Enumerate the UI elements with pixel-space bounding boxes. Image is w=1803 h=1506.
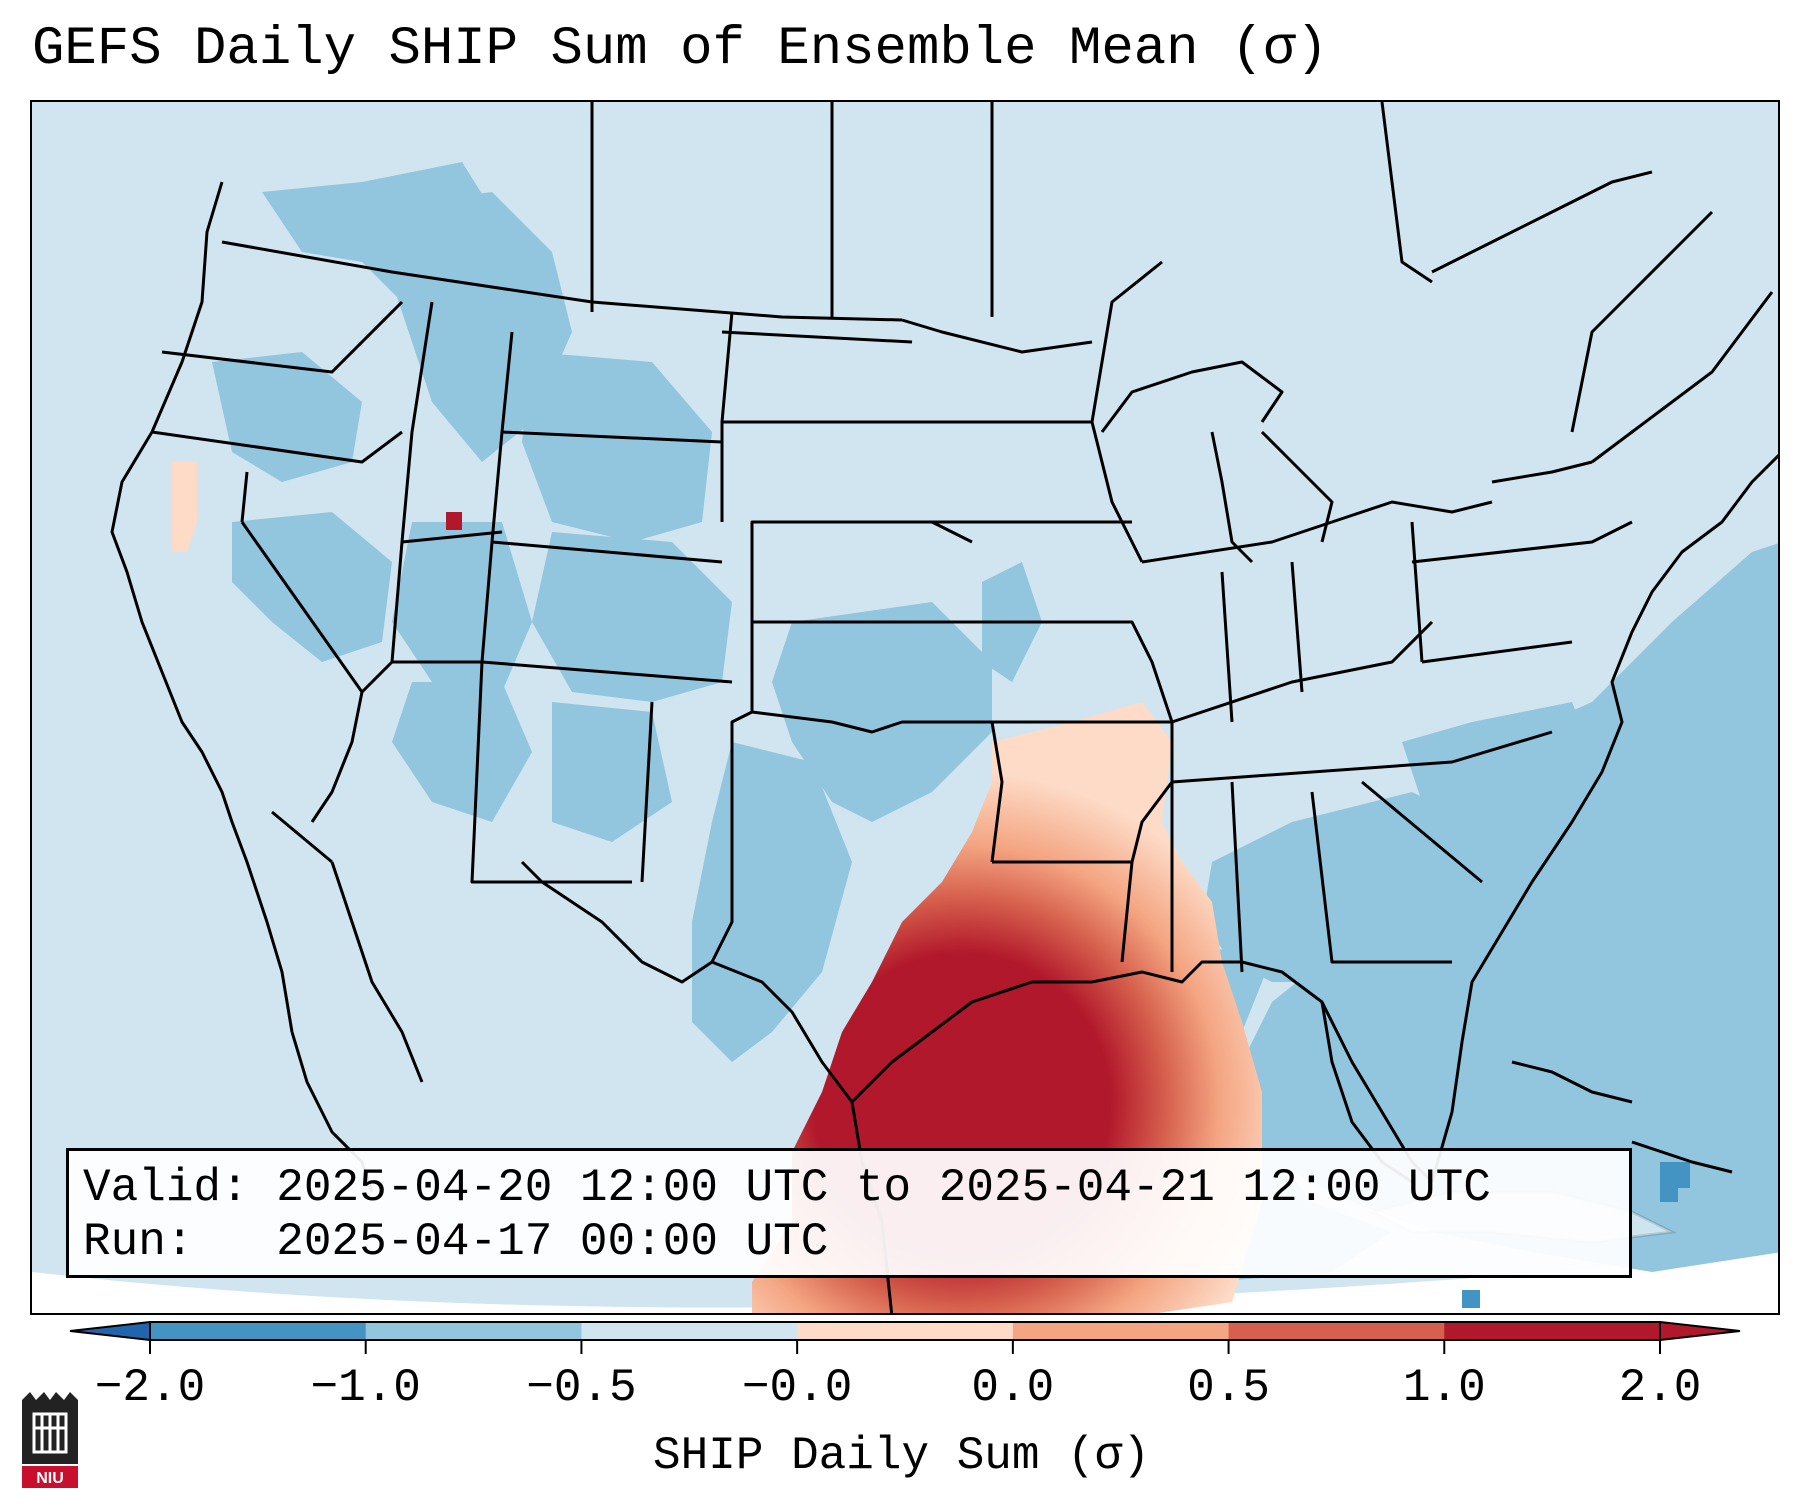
run-value: 2025-04-17 00:00 UTC [276, 1216, 829, 1268]
colorado-blob [532, 532, 732, 702]
sc-border [1361, 780, 1483, 884]
colorbar-label: SHIP Daily Sum (σ) [653, 1430, 1150, 1482]
colorbar-segment [150, 1322, 367, 1340]
indiana-ohio-line [1290, 561, 1304, 693]
illinois-indiana-line [1220, 571, 1234, 723]
washington-oregon [161, 300, 404, 374]
atlantic-coastline [1430, 453, 1778, 1183]
caribbean-dark-pixel-2 [1462, 1290, 1480, 1308]
lake-erie [1331, 500, 1493, 524]
lake-michigan-west [1210, 431, 1254, 564]
california-nevada-diag [240, 521, 364, 693]
pa-north [1411, 520, 1633, 564]
nm-texas-west [640, 701, 654, 883]
idaho-blob [392, 192, 572, 462]
utah-blob [392, 522, 532, 692]
arkansas-louisiana [992, 781, 1174, 864]
iowa-minnesota [932, 420, 1144, 563]
nd-sd-border [721, 330, 913, 344]
oregon-south [151, 430, 403, 464]
colorbar-extend-low [69, 1320, 151, 1342]
bahamas-south [1631, 1140, 1733, 1174]
wisconsin-minnesota [1090, 260, 1163, 423]
colorbar-tick-label: 0.0 [971, 1362, 1055, 1414]
bahamas-islands [1511, 1060, 1633, 1104]
lake-superior [1100, 360, 1284, 433]
lake-ontario [1491, 460, 1593, 484]
southeast-region [1202, 792, 1492, 982]
colorbar-segment [797, 1322, 1014, 1340]
carolina-region [1402, 702, 1592, 802]
valid-label: Valid: [83, 1162, 249, 1214]
colorbar-tick-label: 1.0 [1402, 1362, 1486, 1414]
illinois-indiana [1141, 520, 1333, 564]
texas-border [520, 710, 1004, 984]
idaho-utah [400, 301, 503, 544]
caribbean-dark-pixel [1660, 1184, 1678, 1202]
niu-logo: NIU [22, 1392, 78, 1488]
california-mexico [271, 810, 333, 864]
colorbar-tick-label: 0.5 [1187, 1362, 1270, 1414]
dakotas-west-border [720, 311, 734, 423]
new-england-coast [1591, 291, 1774, 464]
gulf-of-california-east [330, 861, 424, 1083]
colorbar-extend-high [1659, 1320, 1741, 1342]
colorbar-segment [1444, 1322, 1661, 1340]
colorbar-segment [365, 1322, 582, 1340]
california-nevada-north [240, 471, 249, 523]
georgia-border [1310, 791, 1452, 964]
ohio-pa-line [1410, 521, 1424, 663]
gulf-coastline [711, 960, 1434, 1184]
caribbean-dark-pixel-3 [1660, 1162, 1690, 1188]
run-label: Run: [83, 1216, 194, 1268]
colorbar-tick-label: −0.5 [526, 1362, 637, 1414]
utah-red-pixel [446, 512, 462, 530]
alabama-west [1230, 781, 1244, 973]
kansas-oklahoma-blob [772, 602, 992, 822]
quebec-border [1431, 170, 1653, 274]
oregon-blob [212, 352, 362, 482]
tennessee-north [1171, 730, 1553, 784]
colorbar-tick-label: −2.0 [94, 1362, 206, 1414]
st-lawrence [1570, 210, 1714, 433]
canada-border-central [901, 318, 1093, 354]
colorbar-segments [69, 1320, 1741, 1354]
colorbar-tick-label: −0.0 [741, 1362, 853, 1414]
louisiana-mississippi [1120, 861, 1134, 963]
colorbar-tick-label: −1.0 [310, 1362, 421, 1414]
valid-time-box: Valid: 2025-04-20 12:00 UTC to 2025-04-2… [66, 1148, 1632, 1278]
wyoming-blob [522, 352, 712, 542]
pacific-coastline [110, 181, 294, 1033]
arizona-nm [470, 661, 632, 884]
missouri-arkansas [992, 620, 1174, 723]
colorbar-tick-label: 2.0 [1618, 1362, 1702, 1414]
nevada-blob [232, 512, 392, 662]
page-title: GEFS Daily SHIP Sum of Ensemble Mean (σ) [32, 19, 1329, 80]
kansas-nebraska-border [750, 520, 973, 622]
map-canvas [32, 102, 1778, 1313]
ontario-quebec [1380, 102, 1433, 284]
colorbar-segment [1228, 1322, 1445, 1340]
svg-text:NIU: NIU [36, 1470, 64, 1487]
colorbar-segment [1012, 1322, 1230, 1340]
arizona-blob [392, 682, 532, 822]
lake-michigan-east [1260, 430, 1334, 543]
newmexico-blob [552, 702, 672, 842]
projection-edge [32, 1252, 1778, 1313]
california-pink-patch [172, 462, 197, 552]
colorbar-outline [149, 1321, 1661, 1341]
pa-south [1421, 640, 1573, 664]
colorbar-segment [581, 1322, 798, 1340]
valid-value: 2025-04-20 12:00 UTC to 2025-04-21 12:00… [276, 1162, 1491, 1214]
utah-nevada-border [310, 541, 404, 823]
map-panel [30, 100, 1780, 1315]
